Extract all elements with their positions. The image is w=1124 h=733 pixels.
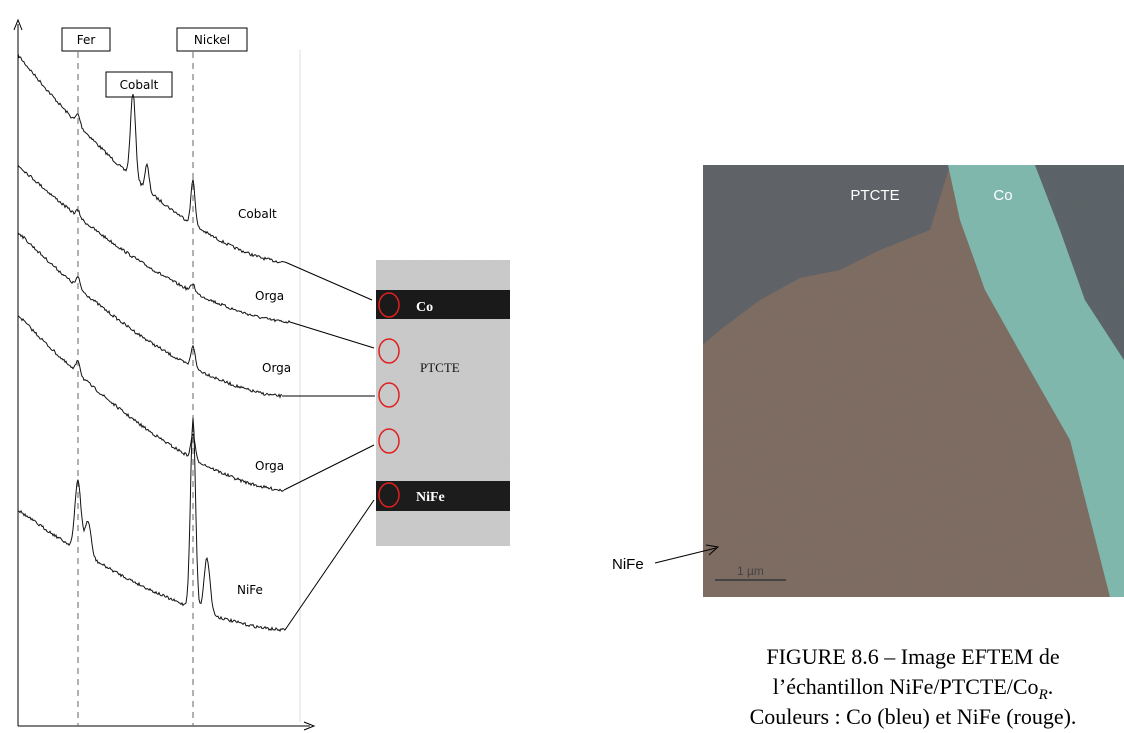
arrow-head: [705, 544, 720, 556]
marker-label: Nickel: [194, 33, 230, 47]
spectrum-trace: [17, 232, 283, 399]
probe-circle: [378, 292, 400, 318]
connector: [284, 499, 375, 631]
marker-box: [176, 27, 248, 52]
layer-label: NiFe: [416, 490, 445, 505]
connector: [289, 321, 375, 349]
connector: [284, 261, 373, 301]
caption-text: .: [1048, 674, 1054, 699]
arrow: [654, 547, 717, 564]
trace-label: Orga: [255, 459, 284, 473]
ptcte-region: [703, 165, 950, 345]
marker-label: Fer: [77, 33, 96, 47]
spectra-panel: Fer Nickel Cobalt Cobalt Orga Orga Orga …: [13, 18, 375, 731]
x-arrow: [303, 721, 316, 731]
caption-subscript: R: [1038, 687, 1048, 703]
tem-image: Co PTCTE NiFe: [376, 260, 510, 546]
spectrum-trace: [17, 315, 285, 492]
region-label: PTCTE: [850, 187, 899, 204]
marker-box: [61, 27, 111, 52]
y-arrow: [13, 18, 23, 31]
probe-circle: [378, 482, 400, 508]
scale-label: 1 µm: [737, 564, 764, 578]
co-layer: [376, 290, 510, 319]
spectrum-trace: [17, 417, 286, 632]
spectrum-trace: [17, 53, 285, 264]
region-label: Co: [993, 187, 1012, 204]
layer-label: Co: [416, 300, 433, 315]
trace-label: Orga: [255, 289, 284, 303]
co-region: [948, 165, 1124, 597]
caption-line: FIGURE 8.6 – Image EFTEM de: [766, 644, 1059, 669]
trace-label: Orga: [262, 361, 291, 375]
marker-box: [105, 71, 173, 98]
layer-label: PTCTE: [420, 360, 460, 375]
spectrum-trace: [17, 164, 291, 324]
dark-region: [1035, 165, 1124, 360]
trace-label: Cobalt: [238, 207, 277, 221]
connector: [283, 444, 375, 491]
caption-line: l’échantillon NiFe/PTCTE/CoR.: [773, 674, 1053, 703]
eftem-image: PTCTE Co 1 µm NiFe: [612, 165, 1124, 597]
probe-circle: [378, 428, 400, 454]
trace-label: NiFe: [237, 583, 263, 597]
arrow-label: NiFe: [612, 556, 644, 573]
probe-circle: [378, 382, 400, 408]
probe-circle: [378, 338, 400, 364]
marker-label: Cobalt: [120, 78, 159, 92]
caption-text: l’échantillon NiFe/PTCTE/Co: [773, 674, 1039, 699]
connectors: [282, 261, 375, 631]
caption-line: Couleurs : Co (bleu) et NiFe (rouge).: [750, 704, 1077, 729]
